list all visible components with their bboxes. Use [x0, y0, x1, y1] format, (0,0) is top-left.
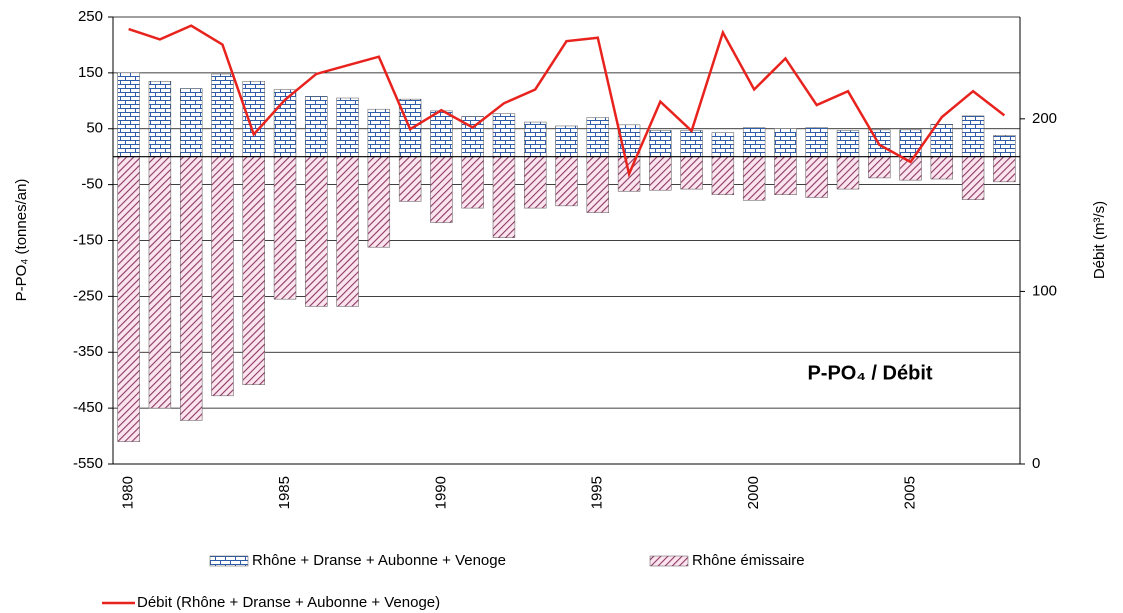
bar	[680, 130, 703, 157]
y-tick-label: -350	[73, 343, 103, 360]
bar	[742, 156, 766, 201]
bar	[179, 156, 203, 421]
bar	[242, 156, 265, 385]
bar	[711, 132, 735, 157]
bar	[961, 115, 985, 157]
bar	[930, 156, 954, 180]
bar	[836, 156, 860, 190]
bar	[742, 127, 766, 157]
bar	[649, 156, 672, 191]
bar	[711, 156, 735, 195]
y-tick-label: -450	[73, 399, 103, 416]
y2-tick-label: 200	[1032, 110, 1057, 127]
legend-label: Rhône + Dranse + Aubonne + Venoge	[252, 552, 506, 569]
y-tick-label: 50	[86, 120, 103, 137]
bar	[961, 156, 985, 200]
bar	[336, 156, 359, 307]
x-tick-label: 1980	[120, 476, 137, 509]
bar	[555, 156, 578, 207]
bar	[117, 72, 140, 157]
bar	[211, 156, 234, 397]
x-tick-label: 1995	[589, 476, 606, 509]
legend-swatch	[649, 555, 689, 567]
bar	[836, 130, 860, 157]
y-tick-label: 150	[78, 64, 103, 81]
y2-tick-label: 0	[1032, 455, 1040, 472]
x-tick-label: 1990	[432, 476, 449, 509]
bar	[993, 135, 1016, 157]
bar	[774, 128, 797, 157]
bar	[242, 81, 265, 157]
bar	[148, 81, 172, 157]
legend-swatch	[209, 555, 249, 567]
bar	[774, 156, 797, 195]
bar	[305, 96, 328, 157]
y-tick-label: -50	[81, 176, 103, 193]
y-tick-label: -150	[73, 231, 103, 248]
x-tick-label: 1985	[276, 476, 293, 509]
bar	[805, 156, 828, 198]
bar	[430, 110, 453, 157]
y-tick-label: -550	[73, 455, 103, 472]
bar	[680, 156, 703, 190]
x-tick-label: 2000	[745, 476, 762, 509]
bar	[586, 117, 609, 157]
bar	[805, 127, 828, 157]
bar	[305, 156, 328, 307]
bar	[336, 97, 359, 157]
bar	[179, 88, 203, 157]
bar	[367, 156, 391, 248]
bar	[148, 156, 172, 409]
y-tick-label: -250	[73, 287, 103, 304]
line	[128, 24, 1006, 179]
bar	[461, 156, 484, 209]
bar	[993, 156, 1016, 183]
bar	[492, 156, 516, 238]
bar	[492, 113, 516, 157]
bar	[117, 156, 140, 442]
bar	[586, 156, 609, 213]
y-tick-label: 250	[78, 8, 103, 25]
x-tick-label: 2005	[902, 476, 919, 509]
bar	[524, 156, 547, 209]
bar	[649, 130, 672, 157]
bar	[524, 121, 547, 157]
bar	[430, 156, 453, 223]
bar	[555, 125, 578, 157]
y2-tick-label: 100	[1032, 282, 1057, 299]
bar	[367, 108, 391, 157]
legend-label: Débit (Rhône + Dranse + Aubonne + Venoge…	[137, 594, 440, 611]
legend-label: Rhône émissaire	[692, 552, 805, 569]
y-axis-label: P-PO₄ (tonnes/an)	[13, 179, 30, 302]
bar	[273, 156, 297, 300]
bar	[868, 156, 891, 179]
bar	[398, 156, 422, 202]
y2-axis-label: Débit (m³/s)	[1091, 201, 1108, 279]
annotation: P-PO₄ / Débit	[807, 362, 932, 384]
bar	[211, 73, 234, 157]
